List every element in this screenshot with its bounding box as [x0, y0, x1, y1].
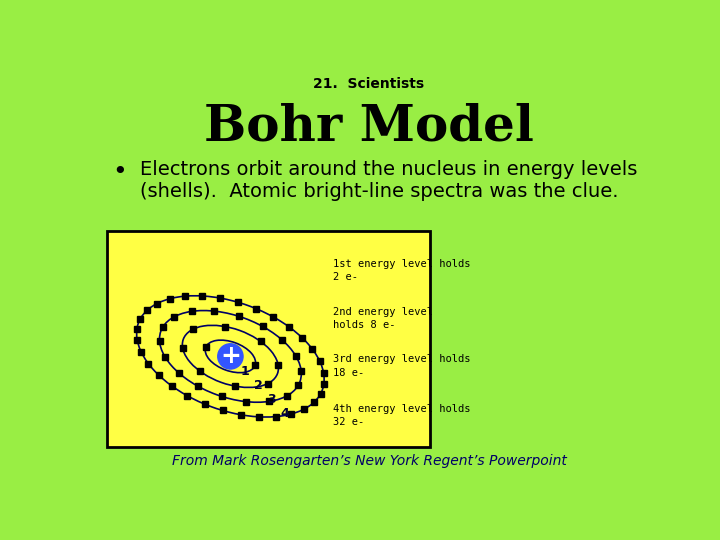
Text: +: + — [220, 345, 240, 368]
Text: Electrons orbit around the nucleus in energy levels
(shells).  Atomic bright-lin: Electrons orbit around the nucleus in en… — [140, 160, 638, 201]
Text: 1: 1 — [240, 365, 249, 378]
Text: 4th energy level holds
32 e-: 4th energy level holds 32 e- — [333, 404, 471, 427]
Text: 2nd energy level
holds 8 e-: 2nd energy level holds 8 e- — [333, 307, 433, 330]
Text: 3: 3 — [267, 393, 276, 406]
Text: Bohr Model: Bohr Model — [204, 102, 534, 151]
Text: 1st energy level holds
2 e-: 1st energy level holds 2 e- — [333, 259, 471, 282]
Text: 21.  Scientists: 21. Scientists — [313, 77, 425, 91]
Text: 2: 2 — [254, 379, 263, 392]
Text: •: • — [112, 160, 127, 185]
Circle shape — [217, 344, 243, 369]
Text: From Mark Rosengarten’s New York Regent’s Powerpoint: From Mark Rosengarten’s New York Regent’… — [171, 454, 567, 468]
Text: 3rd energy level holds
18 e-: 3rd energy level holds 18 e- — [333, 354, 471, 377]
FancyBboxPatch shape — [107, 231, 431, 447]
Text: 4: 4 — [280, 407, 289, 420]
